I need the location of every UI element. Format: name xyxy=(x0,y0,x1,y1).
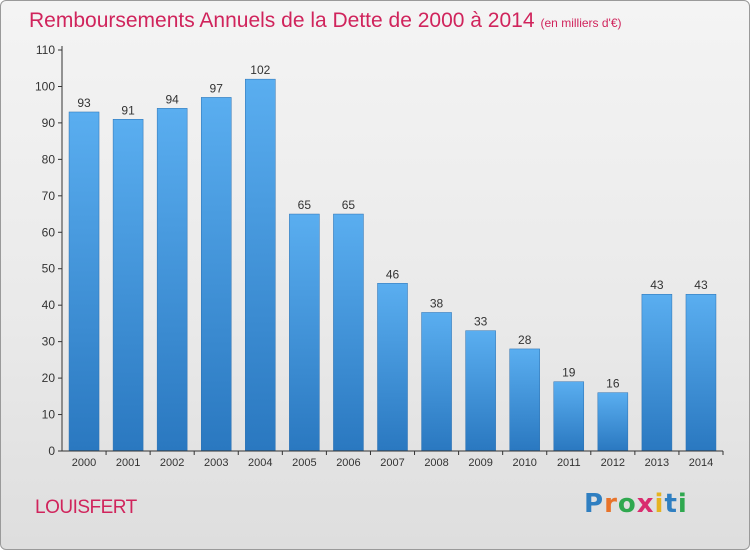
bar-2004 xyxy=(245,78,276,452)
y-tick-label-50: 50 xyxy=(42,262,56,276)
y-tick-label-60: 60 xyxy=(42,225,56,239)
x-tick-label-2011: 2011 xyxy=(557,457,581,469)
data-label-2005: 65 xyxy=(298,198,312,212)
bar-2009 xyxy=(465,330,496,452)
y-tick-label-20: 20 xyxy=(42,371,56,385)
logo-letter: i xyxy=(677,489,688,519)
data-label-2007: 46 xyxy=(386,267,400,281)
x-tick-label-2010: 2010 xyxy=(512,457,536,469)
bar-2008 xyxy=(421,312,452,452)
bar-2013 xyxy=(641,293,673,452)
bar-2011 xyxy=(553,381,585,452)
data-label-2014: 43 xyxy=(694,278,708,292)
data-label-2013: 43 xyxy=(650,278,664,292)
data-label-2010: 28 xyxy=(518,333,532,347)
data-label-2012: 16 xyxy=(606,377,620,391)
data-label-2002: 94 xyxy=(165,92,179,106)
y-tick-label-110: 110 xyxy=(36,43,55,57)
data-label-2008: 38 xyxy=(430,296,444,310)
bar-2006 xyxy=(333,213,364,452)
bar-2007 xyxy=(377,283,408,452)
data-label-2009: 33 xyxy=(474,315,488,329)
data-label-2006: 65 xyxy=(342,198,356,212)
y-tick-label-100: 100 xyxy=(35,79,55,93)
logo-letter: x xyxy=(636,489,655,519)
bar-2012 xyxy=(597,392,629,452)
axes-group: 2000 2001 2002 2003 2004 2005 2006 2007 2008 2009… xyxy=(35,43,724,469)
data-label-2004: 102 xyxy=(250,63,270,77)
data-label-2003: 97 xyxy=(210,81,224,95)
y-tick-label-30: 30 xyxy=(42,335,56,349)
logo-letter: P xyxy=(584,489,605,519)
x-tick-label-2005: 2005 xyxy=(292,457,316,469)
logo-letter: r xyxy=(604,489,618,519)
bar-2010 xyxy=(509,348,540,452)
logo-letter: t xyxy=(664,489,678,519)
x-tick-label-2007: 2007 xyxy=(380,457,404,469)
bars-group: 93 91 94 97 102 65 65 46 38 33 28 19 16 43 43 xyxy=(68,63,717,452)
x-tick-label-2006: 2006 xyxy=(336,457,360,469)
x-tick-label-2003: 2003 xyxy=(204,457,228,469)
logo-letter: o xyxy=(617,489,637,519)
town-name: LOUISFERT xyxy=(35,497,137,518)
x-tick-label-2008: 2008 xyxy=(424,457,448,469)
x-tick-label-2013: 2013 xyxy=(645,457,669,469)
y-tick-label-0: 0 xyxy=(48,444,55,458)
chart-unit: (en milliers d'€) xyxy=(540,16,622,30)
x-tick-label-2012: 2012 xyxy=(601,457,625,469)
x-tick-label-2001: 2001 xyxy=(116,457,140,469)
y-tick-label-80: 80 xyxy=(42,152,56,166)
y-tick-label-90: 90 xyxy=(42,116,56,130)
logo-letter: i xyxy=(654,489,665,519)
x-tick-label-2002: 2002 xyxy=(160,457,184,469)
chart-title: Remboursements Annuels de la Dette de 20… xyxy=(29,9,622,33)
x-tick-label-2014: 2014 xyxy=(689,457,713,469)
y-tick-label-40: 40 xyxy=(42,298,56,312)
y-tick-label-70: 70 xyxy=(42,189,56,203)
x-tick-label-2000: 2000 xyxy=(72,457,96,469)
bar-2003 xyxy=(200,97,232,452)
y-tick-label-10: 10 xyxy=(42,408,56,422)
bar-2000 xyxy=(68,111,100,452)
bar-2001 xyxy=(112,119,144,452)
bar-2005 xyxy=(289,213,320,452)
data-label-2011: 19 xyxy=(562,366,576,380)
data-label-2000: 93 xyxy=(77,96,91,110)
proxiti-logo: Proxiti xyxy=(584,489,688,519)
chart-title-text: Remboursements Annuels de la Dette de 20… xyxy=(29,9,535,32)
data-label-2001: 91 xyxy=(121,103,135,117)
bar-2014 xyxy=(685,293,717,452)
x-tick-label-2004: 2004 xyxy=(248,457,272,469)
bar-2002 xyxy=(156,108,188,452)
x-tick-label-2009: 2009 xyxy=(468,457,492,469)
